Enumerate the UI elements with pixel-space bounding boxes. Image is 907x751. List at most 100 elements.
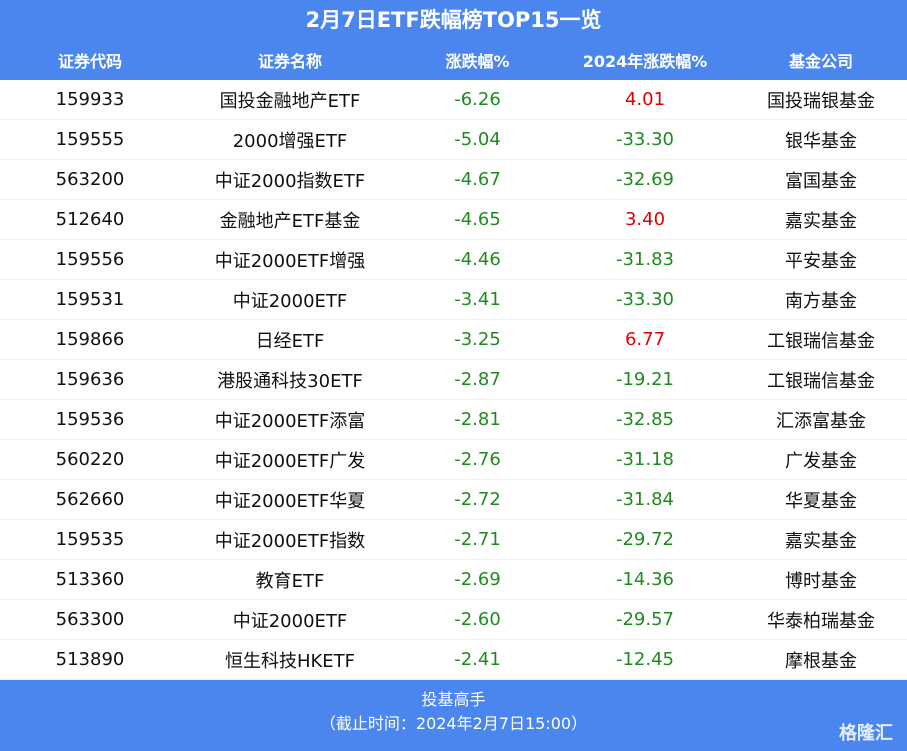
table-cell: 国投瑞银基金 bbox=[767, 90, 875, 112]
table-cell: -6.26 bbox=[454, 89, 501, 110]
footer-source: 投基高手 bbox=[421, 690, 486, 709]
table-cell: 富国基金 bbox=[785, 170, 857, 192]
table-cell: 159636 bbox=[55, 369, 125, 390]
table-cell: -2.41 bbox=[454, 649, 501, 670]
table-cell: 平安基金 bbox=[785, 250, 857, 272]
table-row: 513360 教育ETF -2.69 -14.36 博时基金 bbox=[0, 560, 907, 600]
table-cell: 国投金融地产ETF bbox=[219, 90, 361, 112]
column-header: 证券代码 bbox=[57, 52, 122, 71]
table-cell: -33.30 bbox=[615, 289, 675, 310]
table-cell: 4.01 bbox=[624, 89, 666, 110]
table-cell: 159531 bbox=[55, 289, 125, 310]
column-header: 涨跌幅% bbox=[445, 52, 510, 71]
table-cell: 华夏基金 bbox=[785, 490, 857, 512]
table-cell: -12.45 bbox=[615, 649, 675, 670]
table-cell: -5.04 bbox=[454, 129, 501, 150]
table-row: 563200 中证2000指数ETF -4.67 -32.69 富国基金 bbox=[0, 160, 907, 200]
table-cell: 560220 bbox=[55, 449, 125, 470]
table-cell: -2.87 bbox=[454, 369, 501, 390]
table-cell: 嘉实基金 bbox=[785, 530, 857, 552]
table-row: 159933 国投金融地产ETF -6.26 4.01 国投瑞银基金 bbox=[0, 80, 907, 120]
table-cell: 中证2000ETF指数 bbox=[214, 530, 366, 552]
table-cell: 日经ETF bbox=[255, 330, 325, 352]
table-cell: 513890 bbox=[55, 649, 125, 670]
table-cell: -29.57 bbox=[615, 609, 675, 630]
table-cell: 562660 bbox=[55, 489, 125, 510]
footer-note: （截止时间：2024年2月7日15:00） bbox=[319, 714, 588, 733]
table-row: 159531 中证2000ETF -3.41 -33.30 南方基金 bbox=[0, 280, 907, 320]
table-cell: 512640 bbox=[55, 209, 125, 230]
table-cell: -2.81 bbox=[454, 409, 501, 430]
table-cell: -19.21 bbox=[615, 369, 675, 390]
table-cell: 广发基金 bbox=[785, 450, 857, 472]
table-row: 159535 中证2000ETF指数 -2.71 -29.72 嘉实基金 bbox=[0, 520, 907, 560]
table-cell: -31.83 bbox=[615, 249, 675, 270]
table-cell: -3.41 bbox=[454, 289, 501, 310]
table-cell: -2.72 bbox=[454, 489, 501, 510]
table-cell: -29.72 bbox=[615, 529, 675, 550]
table-cell: 3.40 bbox=[624, 209, 666, 230]
table-cell: 563200 bbox=[55, 169, 125, 190]
table-cell: 工银瑞信基金 bbox=[767, 370, 875, 392]
table-cell: 159555 bbox=[55, 129, 125, 150]
table-cell: -31.18 bbox=[615, 449, 675, 470]
table-cell: 华泰柏瑞基金 bbox=[767, 610, 875, 632]
table-cell: 嘉实基金 bbox=[785, 210, 857, 232]
table-row: 562660 中证2000ETF华夏 -2.72 -31.84 华夏基金 bbox=[0, 480, 907, 520]
table-cell: 港股通科技30ETF bbox=[217, 370, 363, 392]
table-cell: 中证2000ETF广发 bbox=[214, 450, 366, 472]
column-header: 基金公司 bbox=[788, 52, 853, 71]
table-row: 512640 金融地产ETF基金 -4.65 3.40 嘉实基金 bbox=[0, 200, 907, 240]
table-row: 159536 中证2000ETF添富 -2.81 -32.85 汇添富基金 bbox=[0, 400, 907, 440]
table-cell: 6.77 bbox=[624, 329, 666, 350]
table-cell: -2.76 bbox=[454, 449, 501, 470]
table-row: 159555 2000增强ETF -5.04 -33.30 银华基金 bbox=[0, 120, 907, 160]
table-cell: 工银瑞信基金 bbox=[767, 330, 875, 352]
table-cell: -2.60 bbox=[454, 609, 501, 630]
table-row: 159556 中证2000ETF增强 -4.46 -31.83 平安基金 bbox=[0, 240, 907, 280]
table-row: 513890 恒生科技HKETF -2.41 -12.45 摩根基金 bbox=[0, 640, 907, 680]
table-cell: 563300 bbox=[55, 609, 125, 630]
table-cell: -4.65 bbox=[454, 209, 501, 230]
table-cell: -32.69 bbox=[615, 169, 675, 190]
table-cell: 汇添富基金 bbox=[776, 410, 866, 432]
table-cell: -32.85 bbox=[615, 409, 675, 430]
table-cell: 银华基金 bbox=[785, 130, 857, 152]
table-body: 159933 国投金融地产ETF -6.26 4.01 国投瑞银基金 159555 2000… bbox=[0, 80, 907, 680]
column-header: 2024年涨跌幅% bbox=[582, 52, 708, 71]
table-cell: 159535 bbox=[55, 529, 125, 550]
table-cell: 中证2000ETF华夏 bbox=[214, 490, 366, 512]
table-cell: 教育ETF bbox=[255, 570, 325, 592]
table-cell: 中证2000指数ETF bbox=[214, 170, 366, 192]
table-cell: -4.67 bbox=[454, 169, 501, 190]
table-cell: -14.36 bbox=[615, 569, 675, 590]
table-cell: 159933 bbox=[55, 89, 125, 110]
footer: 投基高手 （截止时间：2024年2月7日15:00） 格隆汇 bbox=[0, 680, 907, 751]
table-cell: 2000增强ETF bbox=[232, 130, 348, 152]
table-row: 159636 港股通科技30ETF -2.87 -19.21 工银瑞信基金 bbox=[0, 360, 907, 400]
table-cell: 中证2000ETF bbox=[232, 610, 348, 632]
table-row: 563300 中证2000ETF -2.60 -29.57 华泰柏瑞基金 bbox=[0, 600, 907, 640]
table-cell: 159866 bbox=[55, 329, 125, 350]
table-cell: -4.46 bbox=[454, 249, 501, 270]
title: 2月7日ETF跌幅榜TOP15一览 bbox=[0, 0, 907, 40]
table-cell: -3.25 bbox=[454, 329, 501, 350]
table-cell: 中证2000ETF增强 bbox=[214, 250, 366, 272]
table-cell: 513360 bbox=[55, 569, 125, 590]
table-cell: 恒生科技HKETF bbox=[224, 650, 356, 672]
table-cell: 159536 bbox=[55, 409, 125, 430]
table-cell: 南方基金 bbox=[785, 290, 857, 312]
table-row: 560220 中证2000ETF广发 -2.76 -31.18 广发基金 bbox=[0, 440, 907, 480]
watermark: 格隆汇 bbox=[839, 723, 893, 744]
table-cell: 中证2000ETF添富 bbox=[214, 410, 366, 432]
column-header: 证券名称 bbox=[257, 52, 322, 71]
table-header: 证券代码 证券名称 涨跌幅% 2024年涨跌幅% 基金公司 bbox=[0, 40, 907, 80]
table-cell: 中证2000ETF bbox=[232, 290, 348, 312]
table-cell: 博时基金 bbox=[785, 570, 857, 592]
table-cell: -31.84 bbox=[615, 489, 675, 510]
table-cell: -2.69 bbox=[454, 569, 501, 590]
table-row: 159866 日经ETF -3.25 6.77 工银瑞信基金 bbox=[0, 320, 907, 360]
table-cell: 金融地产ETF基金 bbox=[219, 210, 361, 232]
table-cell: 摩根基金 bbox=[785, 650, 857, 672]
